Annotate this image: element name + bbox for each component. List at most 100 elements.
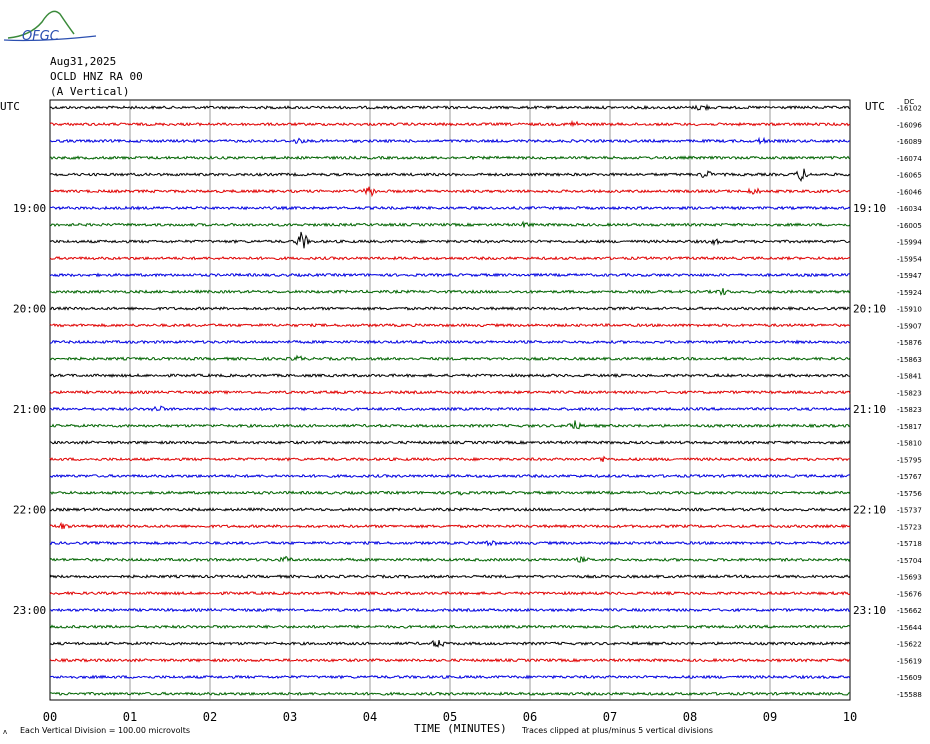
trace-line-19 [49, 420, 851, 430]
trace-offset-label: -16065 [897, 172, 922, 180]
trace-line-10 [49, 272, 851, 278]
x-tick-label: 00 [43, 710, 57, 724]
trace-line-11 [49, 288, 851, 296]
trace-offset-label: -15723 [897, 523, 922, 531]
ofgc-logo: OFGC [3, 10, 97, 44]
trace-offset-label: -15609 [897, 674, 922, 682]
trace-line-1 [49, 119, 851, 128]
trace-offset-label: -15863 [897, 356, 922, 364]
x-tick-label: 02 [203, 710, 217, 724]
trace-line-20 [49, 440, 851, 446]
x-tick-label: 07 [603, 710, 617, 724]
trace-line-26 [49, 540, 851, 547]
trace-line-6 [49, 205, 851, 211]
trace-offset-label: -16046 [897, 188, 922, 196]
trace-offset-label: -15823 [897, 406, 922, 414]
trace-line-27 [49, 555, 851, 563]
trace-offset-label: -15676 [897, 590, 922, 598]
trace-offset-label: -15662 [897, 607, 922, 615]
trace-line-7 [49, 220, 851, 228]
trace-offset-label: -15767 [897, 473, 922, 481]
trace-line-32 [49, 639, 851, 648]
trace-offset-label: -16074 [897, 155, 922, 163]
trace-offset-label: -15622 [897, 641, 922, 649]
right-time-label: 21:10 [853, 403, 886, 416]
trace-line-3 [49, 155, 851, 161]
x-axis-title: TIME (MINUTES) [414, 722, 507, 735]
right-time-label: 22:10 [853, 504, 886, 517]
x-tick-label: 01 [123, 710, 137, 724]
trace-offset-label: -15737 [897, 507, 922, 515]
trace-line-2 [49, 136, 851, 146]
traces-layer [49, 103, 851, 697]
left-time-label: 23:00 [13, 604, 46, 617]
trace-offset-label: -15876 [897, 339, 922, 347]
trace-offset-label: -15756 [897, 490, 922, 498]
left-time-label: 22:00 [13, 504, 46, 517]
scale-note: Each Vertical Division = 100.00 microvol… [20, 726, 190, 735]
trace-offset-label: -16005 [897, 222, 922, 230]
trace-line-33 [49, 657, 851, 663]
trace-line-14 [49, 339, 851, 345]
trace-line-25 [49, 521, 851, 530]
header-component: (A Vertical) [50, 85, 129, 98]
trace-line-0 [49, 103, 851, 112]
trace-offset-label: -15795 [897, 456, 922, 464]
left-time-label: 20:00 [13, 303, 46, 316]
trace-offset-label: -15907 [897, 322, 922, 330]
right-time-label: 20:10 [853, 303, 886, 316]
trace-offset-label: -15924 [897, 289, 922, 297]
right-time-label: 19:10 [853, 202, 886, 215]
x-tick-label: 03 [283, 710, 297, 724]
trace-offset-label: -15588 [897, 691, 922, 699]
x-tick-label: 10 [843, 710, 857, 724]
x-tick-label: 05 [443, 710, 457, 724]
trace-offset-label: -15910 [897, 306, 922, 314]
trace-offset-label: -15619 [897, 657, 922, 665]
header-station: OCLD HNZ RA 00 [50, 70, 143, 83]
trace-line-17 [49, 389, 851, 395]
trace-line-30 [49, 607, 851, 613]
trace-offset-label: -15954 [897, 255, 922, 263]
left-time-label: 21:00 [13, 403, 46, 416]
trace-line-8 [49, 231, 851, 249]
labels-layer: 00 01 02 03 04 05 06 07 08 09 10 -16102 -16096 -16089… [13, 105, 922, 725]
trace-line-29 [49, 590, 851, 596]
trace-line-28 [49, 574, 851, 579]
right-header-label: DC [904, 98, 914, 106]
trace-offset-label: -16102 [897, 105, 922, 113]
trace-line-21 [49, 455, 851, 463]
trace-offset-label: -16034 [897, 205, 922, 213]
trace-line-22 [49, 473, 851, 479]
trace-offset-label: -16089 [897, 138, 922, 146]
grid-layer [129, 100, 771, 700]
trace-line-23 [49, 490, 851, 496]
trace-line-13 [49, 322, 851, 328]
trace-line-34 [49, 674, 851, 680]
x-tick-label: 06 [523, 710, 537, 724]
trace-line-31 [49, 624, 851, 630]
trace-line-18 [49, 405, 851, 412]
trace-offset-label: -15644 [897, 624, 922, 632]
left-axis-label: UTC [0, 100, 20, 113]
right-time-label: 23:10 [853, 604, 886, 617]
trace-line-15 [49, 354, 851, 362]
clip-note: Traces clipped at plus/minus 5 vertical … [521, 726, 713, 735]
trace-offset-label: -15947 [897, 272, 922, 280]
trace-offset-label: -15817 [897, 423, 922, 431]
trace-offset-label: -15994 [897, 239, 922, 247]
trace-line-12 [49, 305, 851, 312]
x-tick-label: 04 [363, 710, 377, 724]
trace-offset-label: -15841 [897, 373, 922, 381]
trace-offset-label: -15718 [897, 540, 922, 548]
left-time-label: 19:00 [13, 202, 46, 215]
trace-line-16 [49, 373, 851, 379]
logo-text: OFGC [22, 29, 60, 44]
right-axis-label: UTC [865, 100, 885, 113]
trace-line-24 [49, 506, 851, 512]
trace-line-35 [49, 691, 851, 697]
trace-offset-label: -15810 [897, 440, 922, 448]
trace-offset-label: -15823 [897, 389, 922, 397]
trace-offset-label: -15693 [897, 574, 922, 582]
